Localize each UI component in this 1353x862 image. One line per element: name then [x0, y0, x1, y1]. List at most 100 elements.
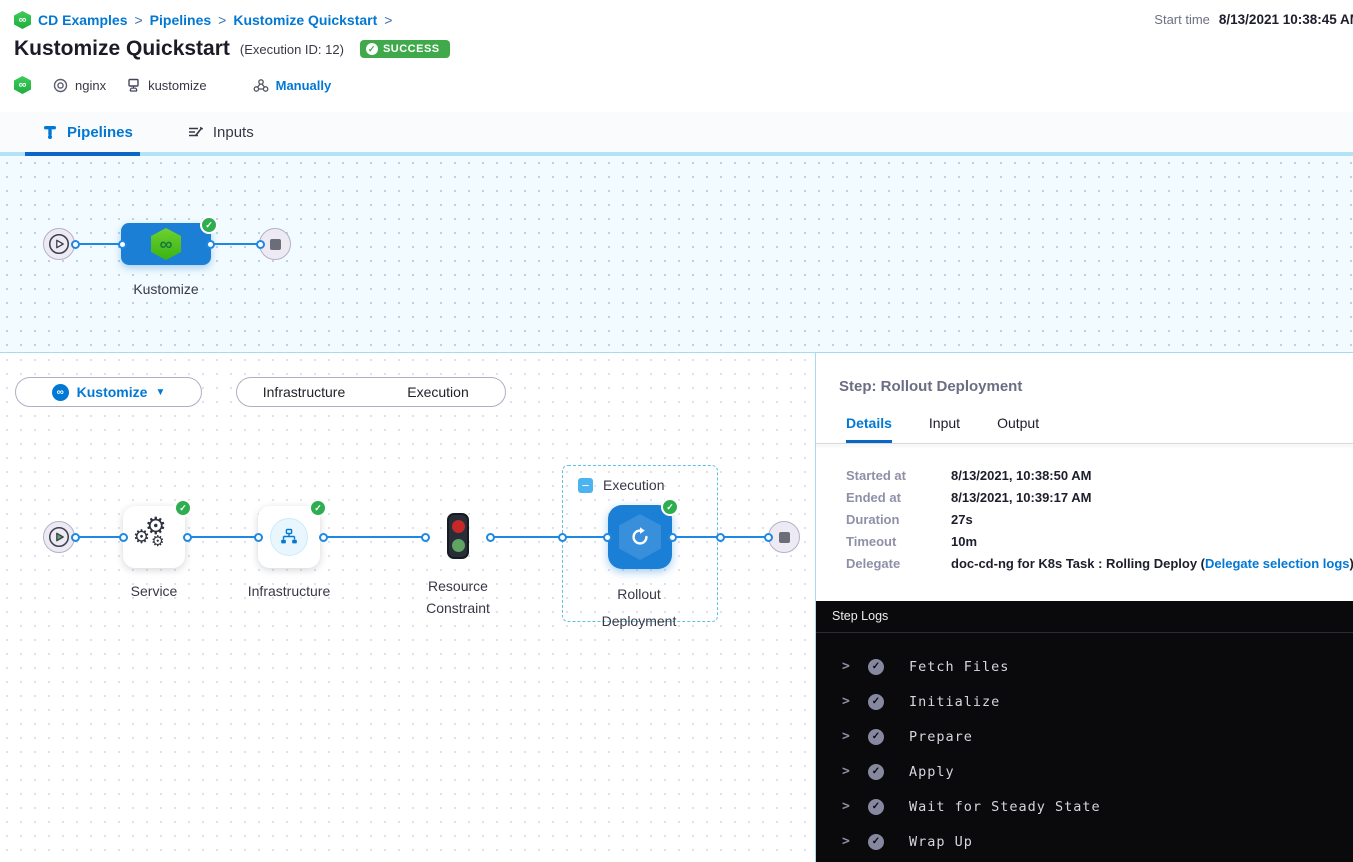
connector-dot: [486, 533, 495, 542]
stage-node-kustomize[interactable]: ∞ ✓: [121, 216, 218, 265]
toggle-infrastructure[interactable]: Infrastructure: [262, 384, 346, 400]
detail-row: Started at 8/13/2021, 10:38:50 AM: [846, 468, 1353, 483]
success-check-badge: ✓: [661, 498, 679, 516]
connector-dot: [603, 533, 612, 542]
log-section-row[interactable]: > ✓ Wait for Steady State: [842, 789, 1353, 824]
page-title: Kustomize Quickstart: [14, 37, 230, 60]
connector-dot: [558, 533, 567, 542]
pipelines-icon: [44, 126, 56, 139]
start-time-label: Start time: [1154, 12, 1210, 27]
start-time: Start time 8/13/2021 10:38:45 AM: [1154, 12, 1353, 27]
execution-start-node: [43, 521, 75, 553]
tab-pipelines[interactable]: Pipelines: [42, 124, 133, 141]
step-node-rollout-deployment[interactable]: ✓: [608, 498, 679, 569]
stage-selector-label: Kustomize: [76, 384, 148, 400]
graph-edge: [75, 243, 122, 245]
traffic-light-green: [451, 538, 465, 552]
step-label-infrastructure: Infrastructure: [247, 583, 331, 599]
connector-dot: [256, 240, 265, 249]
check-circle-icon: ✓: [868, 658, 884, 675]
chevron-right-icon[interactable]: >: [842, 834, 850, 849]
title-row: Kustomize Quickstart (Execution ID: 12) …: [14, 37, 450, 61]
step-panel-tabs: Details Input Output: [846, 415, 1353, 443]
traffic-light-red: [451, 520, 465, 534]
detail-row: Ended at 8/13/2021, 10:39:17 AM: [846, 490, 1353, 505]
log-section-label: Wrap Up: [909, 833, 973, 850]
detail-value: 8/13/2021, 10:38:50 AM: [951, 468, 1092, 483]
detail-label: Ended at: [846, 490, 901, 505]
stage-selector-dropdown[interactable]: ∞ Kustomize ▼: [15, 377, 202, 407]
tab-output[interactable]: Output: [997, 415, 1040, 431]
log-section-row[interactable]: > ✓ Wrap Up: [842, 824, 1353, 859]
execution-end-node: [768, 521, 800, 553]
step-details-table: Started at 8/13/2021, 10:38:50 AM Ended …: [846, 468, 1353, 578]
tabbar-underline: [0, 152, 1353, 156]
connector-dot: [71, 240, 80, 249]
detail-label: Started at: [846, 468, 906, 483]
success-check-badge: ✓: [174, 499, 192, 517]
check-circle-icon: ✓: [868, 798, 884, 815]
harness-stage-icon: ∞: [151, 228, 181, 260]
collapse-minus-icon[interactable]: −: [578, 477, 593, 493]
chevron-right-icon[interactable]: >: [842, 799, 850, 814]
tab-input[interactable]: Input: [928, 415, 961, 431]
log-section-row[interactable]: > ✓ Prepare: [842, 719, 1353, 754]
step-logs-panel: Step Logs > ✓ Fetch Files > ✓ Initialize…: [816, 601, 1353, 862]
infrastructure-icon: [270, 518, 308, 556]
tab-details[interactable]: Details: [846, 415, 892, 443]
environment-tag-label: kustomize: [148, 77, 207, 93]
graph-edge: [75, 536, 123, 538]
connector-dot: [668, 533, 677, 542]
breadcrumb-cd-examples[interactable]: CD Examples: [38, 12, 128, 28]
breadcrumb-pipelines[interactable]: Pipelines: [149, 12, 212, 28]
step-label-rollout-deployment: Rollout Deployment: [601, 586, 677, 629]
pipeline-stage-graph: ∞ ✓ Kustomize: [0, 156, 1353, 353]
chevron-down-icon: ▼: [155, 386, 166, 398]
stop-icon: [269, 238, 281, 250]
trigger-link[interactable]: Manually: [275, 77, 332, 93]
detail-label: Duration: [846, 512, 900, 527]
view-toggle: Infrastructure Execution: [236, 377, 506, 407]
connector-dot: [119, 533, 128, 542]
connector-dot: [421, 533, 430, 542]
detail-label: Timeout: [846, 534, 897, 549]
harness-cd-icon: ∞: [14, 76, 31, 94]
graph-edge: [490, 536, 607, 538]
log-section-label: Wait for Steady State: [909, 798, 1101, 815]
graph-edge: [210, 243, 260, 245]
check-circle-icon: ✓: [868, 728, 884, 745]
play-icon: [48, 233, 70, 255]
service-icon: [53, 78, 68, 92]
service-tag-label: nginx: [75, 77, 107, 93]
step-node-service[interactable]: ⚙ ⚙ ⚙ ✓: [123, 499, 192, 568]
toggle-execution[interactable]: Execution: [407, 384, 469, 400]
check-circle-icon: ✓: [868, 693, 884, 710]
tab-inputs[interactable]: Inputs: [187, 124, 254, 141]
step-label-service: Service: [130, 583, 178, 599]
execution-step-group: − Execution: [562, 465, 718, 622]
chevron-right-icon[interactable]: >: [842, 729, 850, 744]
log-section-row[interactable]: > ✓ Initialize: [842, 684, 1353, 719]
start-time-value: 8/13/2021 10:38:45 AM: [1218, 12, 1353, 27]
environment-tag: kustomize: [126, 78, 207, 93]
chevron-right-icon[interactable]: >: [842, 659, 850, 674]
step-node-infrastructure[interactable]: ✓: [258, 499, 327, 568]
pipeline-type-tag: ∞: [14, 76, 31, 94]
chevron-right-icon[interactable]: >: [842, 694, 850, 709]
connector-dot: [118, 240, 127, 249]
log-section-row[interactable]: > ✓ Fetch Files: [842, 649, 1353, 684]
page-header: ∞ CD Examples > Pipelines > Kustomize Qu…: [0, 0, 1353, 112]
chevron-right-icon[interactable]: >: [842, 764, 850, 779]
connector-dot: [183, 533, 192, 542]
status-badge-label: SUCCESS: [382, 43, 440, 55]
breadcrumb-kustomize-quickstart[interactable]: Kustomize Quickstart: [233, 12, 378, 28]
graph-edge: [323, 536, 425, 538]
detail-value: 27s: [951, 512, 973, 527]
play-icon: [48, 526, 70, 548]
log-section-row[interactable]: > ✓ Apply: [842, 754, 1353, 789]
delegate-value-suffix: ): [1350, 556, 1353, 571]
execution-canvas: ∞ Kustomize ▼ Infrastructure Execution −…: [0, 353, 815, 862]
log-section-label: Initialize: [909, 693, 1001, 710]
delegate-selection-logs-link[interactable]: Delegate selection logs: [1205, 556, 1350, 571]
step-node-resource-constraint[interactable]: [447, 513, 469, 559]
